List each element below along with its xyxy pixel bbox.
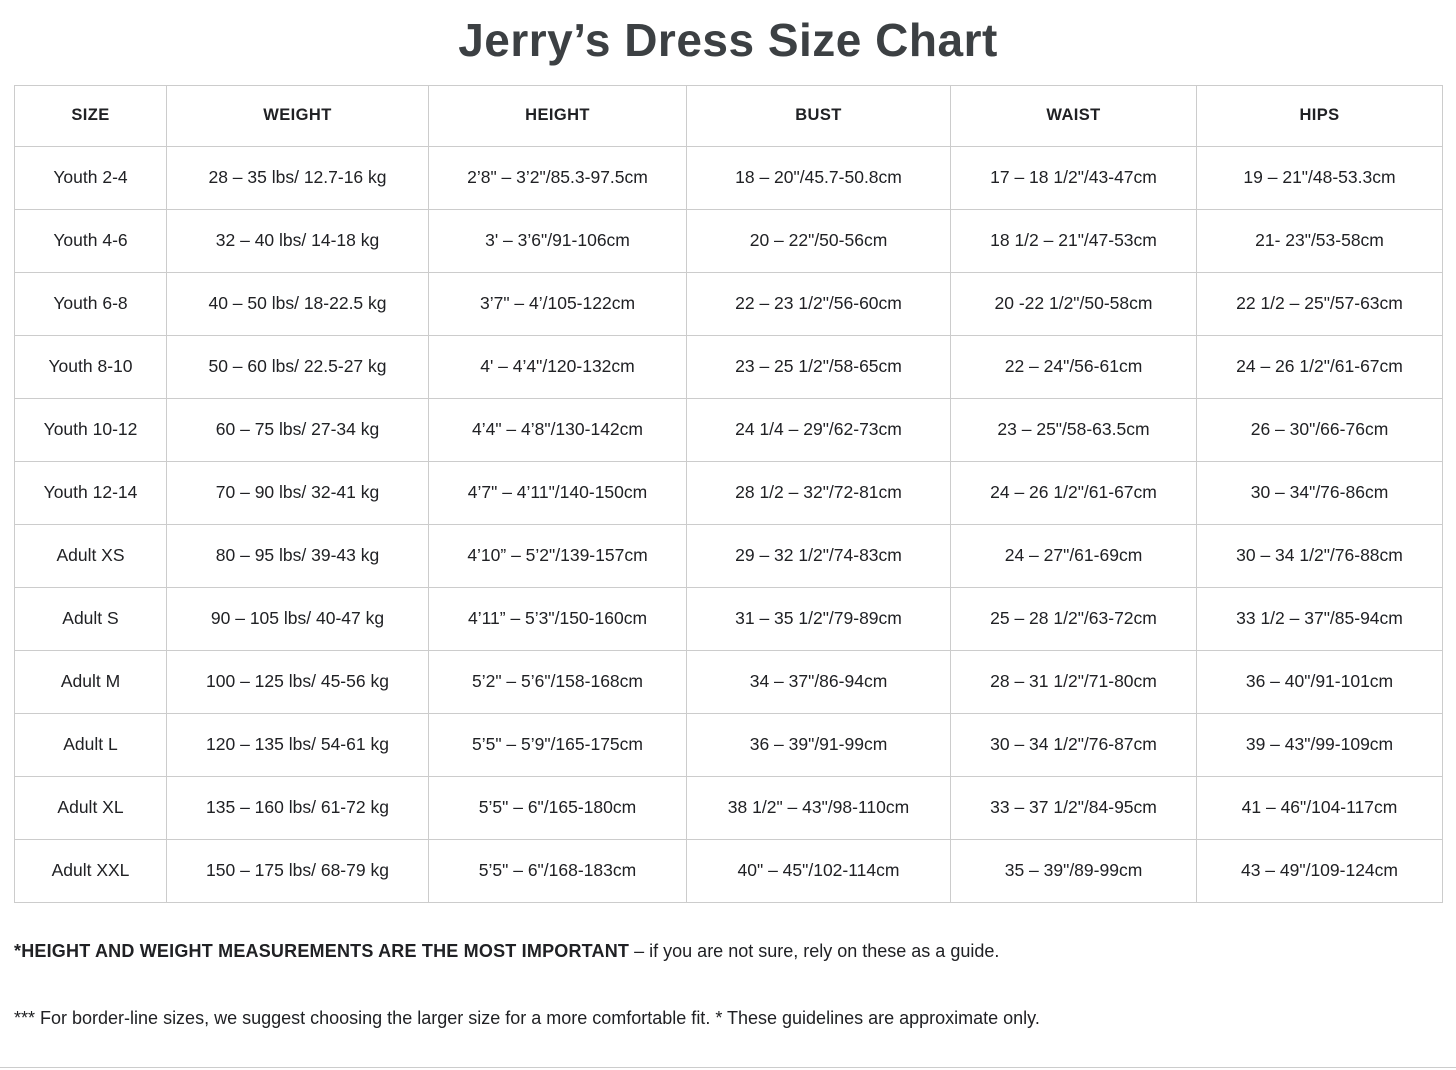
cell-waist: 23 – 25"/58-63.5cm: [950, 397, 1197, 462]
cell-height: 5’5" – 6"/168-183cm: [428, 838, 687, 903]
column-header-waist: WAIST: [950, 84, 1197, 147]
cell-bust: 18 – 20"/45.7-50.8cm: [686, 145, 951, 210]
cell-bust: 23 – 25 1/2"/58-65cm: [686, 334, 951, 399]
cell-weight: 100 – 125 lbs/ 45-56 kg: [166, 649, 429, 714]
size-chart-table: SIZE WEIGHT HEIGHT BUST WAIST HIPS Youth 2-4 2…: [14, 84, 1443, 903]
cell-hips: 22 1/2 – 25"/57-63cm: [1196, 271, 1443, 336]
cell-bust: 31 – 35 1/2"/79-89cm: [686, 586, 951, 651]
table-row: Adult XL 135 – 160 lbs/ 61-72 kg 5’5" – 6"…: [14, 775, 1443, 840]
cell-size: Adult S: [14, 586, 167, 651]
cell-bust: 20 – 22"/50-56cm: [686, 208, 951, 273]
cell-weight: 120 – 135 lbs/ 54-61 kg: [166, 712, 429, 777]
header-row: SIZE WEIGHT HEIGHT BUST WAIST HIPS: [14, 84, 1443, 147]
cell-bust: 40" – 45"/102-114cm: [686, 838, 951, 903]
table-row: Youth 8-10 50 – 60 lbs/ 22.5-27 kg 4' – 4’…: [14, 334, 1443, 399]
table-row: Adult XS 80 – 95 lbs/ 39-43 kg 4’10” – 5’2…: [14, 523, 1443, 588]
cell-waist: 25 – 28 1/2"/63-72cm: [950, 586, 1197, 651]
cell-height: 4’10” – 5’2"/139-157cm: [428, 523, 687, 588]
table-row: Adult M 100 – 125 lbs/ 45-56 kg 5’2" – 5’6…: [14, 649, 1443, 714]
footnote-measurements-rest: – if you are not sure, rely on these as …: [629, 940, 1000, 961]
cell-height: 4’7" – 4’11"/140-150cm: [428, 460, 687, 525]
cell-height: 4’11” – 5’3"/150-160cm: [428, 586, 687, 651]
cell-weight: 32 – 40 lbs/ 14-18 kg: [166, 208, 429, 273]
cell-hips: 33 1/2 – 37"/85-94cm: [1196, 586, 1443, 651]
table-row: Youth 6-8 40 – 50 lbs/ 18-22.5 kg 3’7" – 4…: [14, 271, 1443, 336]
cell-size: Adult XL: [14, 775, 167, 840]
cell-hips: 41 – 46"/104-117cm: [1196, 775, 1443, 840]
cell-bust: 29 – 32 1/2"/74-83cm: [686, 523, 951, 588]
cell-waist: 18 1/2 – 21"/47-53cm: [950, 208, 1197, 273]
cell-weight: 135 – 160 lbs/ 61-72 kg: [166, 775, 429, 840]
cell-height: 4' – 4’4"/120-132cm: [428, 334, 687, 399]
page-title: Jerry’s Dress Size Chart: [458, 14, 998, 66]
table-row: Youth 2-4 28 – 35 lbs/ 12.7-16 kg 2’8" – 3…: [14, 145, 1443, 210]
table-row: Youth 4-6 32 – 40 lbs/ 14-18 kg 3' – 3’6"/…: [14, 208, 1443, 273]
table-row: Adult L 120 – 135 lbs/ 54-61 kg 5’5" – 5’9…: [14, 712, 1443, 777]
cell-height: 5’5" – 5’9"/165-175cm: [428, 712, 687, 777]
cell-hips: 39 – 43"/99-109cm: [1196, 712, 1443, 777]
cell-weight: 28 – 35 lbs/ 12.7-16 kg: [166, 145, 429, 210]
column-header-size: SIZE: [14, 84, 167, 147]
cell-waist: 33 – 37 1/2"/84-95cm: [950, 775, 1197, 840]
cell-bust: 38 1/2" – 43"/98-110cm: [686, 775, 951, 840]
bottom-divider: [0, 1067, 1456, 1068]
cell-height: 3' – 3’6"/91-106cm: [428, 208, 687, 273]
cell-size: Adult XXL: [14, 838, 167, 903]
cell-hips: 21- 23"/53-58cm: [1196, 208, 1443, 273]
cell-height: 5’5" – 6"/165-180cm: [428, 775, 687, 840]
cell-size: Youth 6-8: [14, 271, 167, 336]
cell-height: 4’4" – 4’8"/130-142cm: [428, 397, 687, 462]
cell-height: 5’2" – 5’6"/158-168cm: [428, 649, 687, 714]
footnote-borderline: *** For border-line sizes, we suggest ch…: [14, 1007, 1040, 1028]
cell-hips: 19 – 21"/48-53.3cm: [1196, 145, 1443, 210]
cell-height: 2’8" – 3’2"/85.3-97.5cm: [428, 145, 687, 210]
cell-bust: 36 – 39"/91-99cm: [686, 712, 951, 777]
cell-bust: 34 – 37"/86-94cm: [686, 649, 951, 714]
column-header-weight: WEIGHT: [166, 84, 429, 147]
cell-waist: 22 – 24"/56-61cm: [950, 334, 1197, 399]
table-row: Adult XXL 150 – 175 lbs/ 68-79 kg 5’5" – 6…: [14, 838, 1443, 903]
column-header-hips: HIPS: [1196, 84, 1443, 147]
footnote-measurements-bold: *HEIGHT AND WEIGHT MEASUREMENTS ARE THE …: [14, 940, 630, 961]
cell-hips: 26 – 30"/66-76cm: [1196, 397, 1443, 462]
cell-size: Youth 12-14: [14, 460, 167, 525]
cell-waist: 35 – 39"/89-99cm: [950, 838, 1197, 903]
table-row: Youth 10-12 60 – 75 lbs/ 27-34 kg 4’4" – 4…: [14, 397, 1443, 462]
cell-waist: 20 -22 1/2"/50-58cm: [950, 271, 1197, 336]
table-row: Youth 12-14 70 – 90 lbs/ 32-41 kg 4’7" – 4…: [14, 460, 1443, 525]
column-header-height: HEIGHT: [428, 84, 687, 147]
cell-waist: 28 – 31 1/2"/71-80cm: [950, 649, 1197, 714]
cell-hips: 36 – 40"/91-101cm: [1196, 649, 1443, 714]
cell-size: Adult L: [14, 712, 167, 777]
cell-waist: 24 – 27"/61-69cm: [950, 523, 1197, 588]
cell-size: Youth 8-10: [14, 334, 167, 399]
cell-hips: 24 – 26 1/2"/61-67cm: [1196, 334, 1443, 399]
cell-bust: 28 1/2 – 32"/72-81cm: [686, 460, 951, 525]
cell-hips: 30 – 34"/76-86cm: [1196, 460, 1443, 525]
cell-weight: 80 – 95 lbs/ 39-43 kg: [166, 523, 429, 588]
cell-size: Youth 10-12: [14, 397, 167, 462]
cell-size: Youth 2-4: [14, 145, 167, 210]
cell-height: 3’7" – 4’/105-122cm: [428, 271, 687, 336]
cell-weight: 150 – 175 lbs/ 68-79 kg: [166, 838, 429, 903]
cell-hips: 43 – 49"/109-124cm: [1196, 838, 1443, 903]
cell-weight: 90 – 105 lbs/ 40-47 kg: [166, 586, 429, 651]
cell-hips: 30 – 34 1/2"/76-88cm: [1196, 523, 1443, 588]
cell-waist: 17 – 18 1/2"/43-47cm: [950, 145, 1197, 210]
cell-weight: 70 – 90 lbs/ 32-41 kg: [166, 460, 429, 525]
table-body: Youth 2-4 28 – 35 lbs/ 12.7-16 kg 2’8" – 3…: [14, 145, 1443, 903]
cell-waist: 30 – 34 1/2"/76-87cm: [950, 712, 1197, 777]
cell-weight: 60 – 75 lbs/ 27-34 kg: [166, 397, 429, 462]
cell-bust: 24 1/4 – 29"/62-73cm: [686, 397, 951, 462]
cell-weight: 50 – 60 lbs/ 22.5-27 kg: [166, 334, 429, 399]
footnote-measurements: *HEIGHT AND WEIGHT MEASUREMENTS ARE THE …: [14, 940, 1456, 963]
cell-size: Adult XS: [14, 523, 167, 588]
cell-waist: 24 – 26 1/2"/61-67cm: [950, 460, 1197, 525]
column-header-bust: BUST: [686, 84, 951, 147]
cell-bust: 22 – 23 1/2"/56-60cm: [686, 271, 951, 336]
cell-size: Adult M: [14, 649, 167, 714]
cell-weight: 40 – 50 lbs/ 18-22.5 kg: [166, 271, 429, 336]
table-row: Adult S 90 – 105 lbs/ 40-47 kg 4’11” – 5’3…: [14, 586, 1443, 651]
cell-size: Youth 4-6: [14, 208, 167, 273]
